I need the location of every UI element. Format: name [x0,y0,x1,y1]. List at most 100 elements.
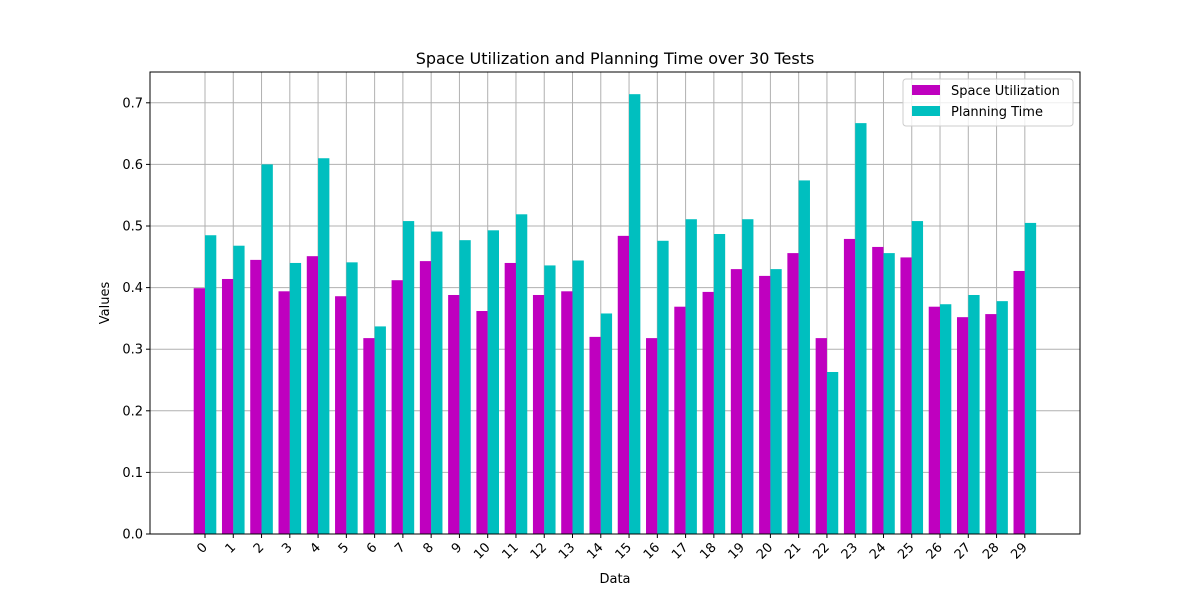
bar-planning-time [742,219,754,534]
bar-planning-time [205,235,217,535]
bar-space-utilization [872,246,884,534]
legend-frame [902,78,1074,127]
x-tick-label: 20 [754,540,776,562]
bar-space-utilization [250,259,262,534]
x-tick-label: 1 [223,540,239,556]
legend-swatch-space-utilization [912,85,940,95]
bar-space-utilization [306,256,319,534]
bar-planning-time [629,94,641,535]
bar-planning-time [770,269,782,534]
bar-space-utilization [448,294,460,534]
x-tick-label: 21 [782,540,804,562]
bar-planning-time [289,262,302,534]
chart-title: Space Utilization and Planning Time over… [416,49,815,68]
bar-planning-time [911,221,924,534]
x-tick-label: 26 [924,540,946,562]
x-tick-label: 17 [669,540,691,562]
x-tick-label: 0 [194,540,210,556]
bar-space-utilization [956,317,969,534]
x-tick-label: 6 [364,540,380,556]
bar-planning-time [431,231,443,534]
x-tick-label: 15 [613,540,635,562]
bar-space-utilization [787,253,799,534]
bar-space-utilization [702,291,714,534]
bar-space-utilization [900,257,912,534]
x-tick-label: 28 [980,540,1002,562]
x-tick-label: 7 [392,540,408,556]
bar-space-utilization [928,306,941,534]
bar-planning-time [940,304,952,534]
bar-planning-time [544,265,556,534]
bar-planning-time [713,234,726,534]
bar-space-utilization [759,275,771,534]
x-tick-label: 25 [895,540,917,562]
x-tick-label: 13 [556,540,578,562]
bar-planning-time [968,294,980,534]
x-tick-label: 27 [952,540,974,562]
y-axis-label: Values [98,282,113,325]
x-tick-label: 8 [421,540,437,556]
bar-planning-time [600,313,613,534]
x-tick-label: 16 [641,540,663,562]
y-tick-label: 0.7 [122,96,143,111]
bar-space-utilization [730,269,743,534]
bar-space-utilization [419,261,432,534]
bar-space-utilization [561,291,573,534]
bar-space-utilization [335,296,347,534]
bar-space-utilization [617,235,630,534]
bar-space-utilization [646,338,658,534]
legend: Space Utilization Planning Time [902,78,1074,127]
bar-space-utilization [532,294,545,534]
bar-planning-time [798,180,810,534]
bar-planning-time [572,260,584,534]
x-tick-label: 4 [307,540,323,556]
bar-planning-time [515,214,528,534]
bar-planning-time [487,230,499,534]
x-tick-label: 24 [867,540,889,562]
bar-planning-time [261,164,273,534]
y-tick-label: 0.2 [122,404,143,419]
bar-planning-time [685,219,697,534]
bar-space-utilization [363,338,375,534]
x-tick-label: 9 [449,540,465,556]
bar-planning-time [459,240,471,534]
bar-planning-time [1024,222,1037,535]
bar-space-utilization [589,336,601,534]
y-tick-label: 0.3 [122,343,143,358]
bar-space-utilization [391,280,403,534]
bar-planning-time [374,326,386,534]
bar-planning-time [996,301,1008,534]
bar-planning-time [826,371,839,534]
x-axis-ticks: 0 1 2 3 4 5 6 7 8 9 10 11 12 13 14 15 16 17 18 19 20 21 22 23 24… [194,534,1031,563]
legend-label-space-utilization: Space Utilization [951,84,1060,99]
bar-space-utilization [985,314,997,534]
y-tick-label: 0.1 [122,466,143,481]
y-axis-ticks: 0.0 0.1 0.2 0.3 0.4 0.5 0.6 0.7 [122,96,150,543]
bar-planning-time [346,262,358,534]
bar-planning-time [318,158,330,535]
x-tick-label: 19 [726,540,748,562]
x-tick-label: 22 [810,540,832,562]
bar-space-utilization [504,262,516,534]
y-tick-label: 0.6 [122,158,143,173]
plot-frame [149,71,1081,535]
bar-space-utilization [221,278,234,534]
y-tick-label: 0.4 [122,281,143,296]
bar-planning-time [883,253,895,534]
bars [193,94,1037,535]
x-tick-label: 14 [584,540,606,562]
bar-space-utilization [193,288,205,534]
y-tick-label: 0.0 [122,528,143,543]
bar-planning-time [233,245,245,534]
bar-space-utilization [843,238,856,534]
bar-space-utilization [1013,270,1025,534]
legend-label-planning-time: Planning Time [951,105,1043,120]
x-tick-label: 18 [697,540,719,562]
x-tick-label: 29 [1008,540,1030,562]
x-tick-label: 12 [528,540,550,562]
bar-space-utilization [278,291,290,534]
bar-space-utilization [815,338,827,534]
x-tick-label: 11 [499,540,521,562]
x-axis-label: Data [599,572,630,587]
